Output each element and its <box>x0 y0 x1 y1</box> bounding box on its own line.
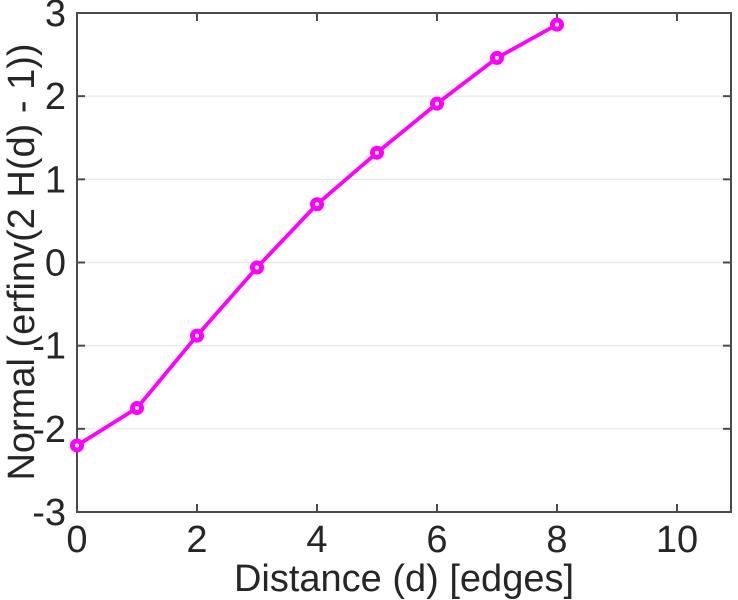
x-tick-label: 10 <box>656 519 698 561</box>
data-point-marker <box>490 50 504 65</box>
x-tick-label: 0 <box>66 519 87 561</box>
data-point-marker <box>70 438 84 453</box>
y-tick-label: 0 <box>45 243 66 285</box>
data-point-marker <box>370 145 384 160</box>
y-axis-label: Normal (erfinv(2 H(d) - 1)) <box>1 43 43 481</box>
x-tick-label: 4 <box>306 519 327 561</box>
data-point-marker <box>310 197 324 212</box>
data-point-marker <box>190 328 204 343</box>
y-tick-label: -3 <box>32 492 66 534</box>
x-axis-label: Distance (d) [edges] <box>233 558 575 600</box>
y-tick-label: -1 <box>32 326 66 368</box>
y-tick-label: 1 <box>45 159 66 201</box>
y-tick-label: 3 <box>45 0 66 35</box>
x-tick-label: 2 <box>186 519 207 561</box>
y-tick-label: 2 <box>45 76 66 118</box>
data-point-marker <box>430 96 444 111</box>
data-point-marker <box>250 260 264 275</box>
y-tick-label: -2 <box>32 409 66 451</box>
x-tick-label: 8 <box>546 519 567 561</box>
data-line <box>75 22 559 448</box>
data-point-marker <box>130 401 144 416</box>
x-tick-label: 6 <box>426 519 447 561</box>
data-point-marker <box>550 17 564 32</box>
